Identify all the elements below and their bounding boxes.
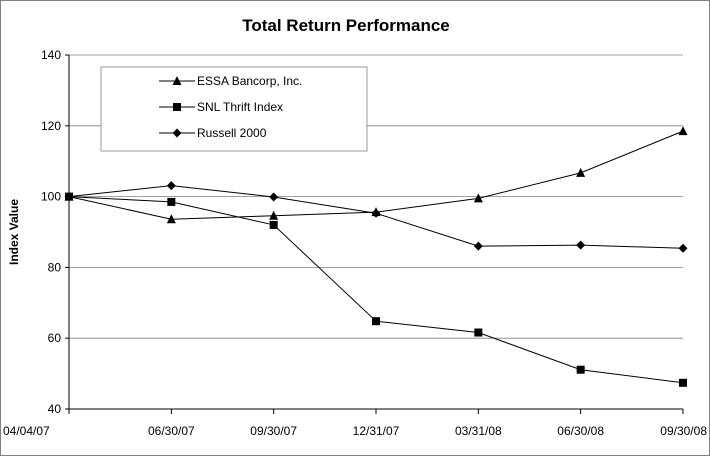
legend-swatch-marker-0 — [172, 76, 182, 85]
legend-label-1: SNL Thrift Index — [197, 100, 283, 114]
series-0-point-4 — [473, 193, 483, 203]
series-0-point-6 — [678, 126, 688, 136]
series-1-point-4 — [474, 328, 483, 337]
legend: ESSA Bancorp, Inc. SNL Thrift Index Russel… — [100, 66, 368, 152]
series-2-point-5 — [576, 240, 586, 250]
y-tick-label-80: 80 — [48, 260, 62, 274]
series-0-point-2 — [269, 210, 279, 220]
series-2-point-0 — [64, 192, 74, 202]
y-tick-labels: 40 60 80 100 120 140 — [41, 48, 61, 416]
legend-item-2: Russell 2000 — [159, 126, 267, 140]
x-tick-label-4: 03/31/08 — [455, 424, 502, 438]
series-1 — [65, 192, 687, 387]
y-axis-label: Index Value — [7, 199, 21, 265]
legend-label-0: ESSA Bancorp, Inc. — [197, 74, 302, 88]
y-tick-label-140: 140 — [41, 48, 61, 62]
series-2-point-1 — [166, 181, 176, 191]
x-tick-label-3: 12/31/07 — [353, 424, 400, 438]
y-tick-label-40: 40 — [48, 402, 62, 416]
x-tick-label-6: 09/30/08 — [660, 424, 707, 438]
series-2-point-4 — [473, 241, 483, 251]
x-tick-label-1: 06/30/07 — [148, 424, 195, 438]
axes — [65, 54, 684, 414]
legend-swatch-marker-2 — [172, 128, 182, 138]
series-0-point-5 — [576, 167, 586, 177]
series-0-point-1 — [166, 214, 176, 224]
series-1-point-5 — [576, 365, 585, 374]
series-2 — [64, 181, 688, 253]
series-line-1 — [68, 196, 684, 384]
series-2-point-2 — [269, 192, 279, 202]
legend-item-0: ESSA Bancorp, Inc. — [159, 74, 302, 88]
series-group — [64, 126, 688, 387]
series-1-point-1 — [167, 197, 176, 206]
x-tick-labels: 04/04/07 06/30/07 09/30/07 12/31/07 03/31/08… — [3, 424, 707, 438]
series-1-point-3 — [372, 317, 380, 326]
series-1-point-2 — [269, 220, 278, 229]
legend-item-1: SNL Thrift Index — [159, 100, 283, 114]
series-2-point-3 — [371, 208, 381, 218]
x-tick-label-2: 09/30/07 — [250, 424, 297, 438]
series-2-point-6 — [678, 243, 688, 253]
legend-swatch-marker-1 — [173, 103, 181, 111]
y-tick-label-120: 120 — [41, 119, 61, 133]
legend-box — [100, 66, 368, 152]
y-tick-label-60: 60 — [48, 331, 62, 345]
legend-label-2: Russell 2000 — [197, 126, 267, 140]
x-tick-label-0: 04/04/07 — [3, 424, 50, 438]
y-tick-label-100: 100 — [41, 190, 61, 204]
series-1-point-6 — [679, 378, 687, 387]
chart-title: Total Return Performance — [242, 16, 450, 35]
x-tick-label-5: 06/30/08 — [557, 424, 604, 438]
